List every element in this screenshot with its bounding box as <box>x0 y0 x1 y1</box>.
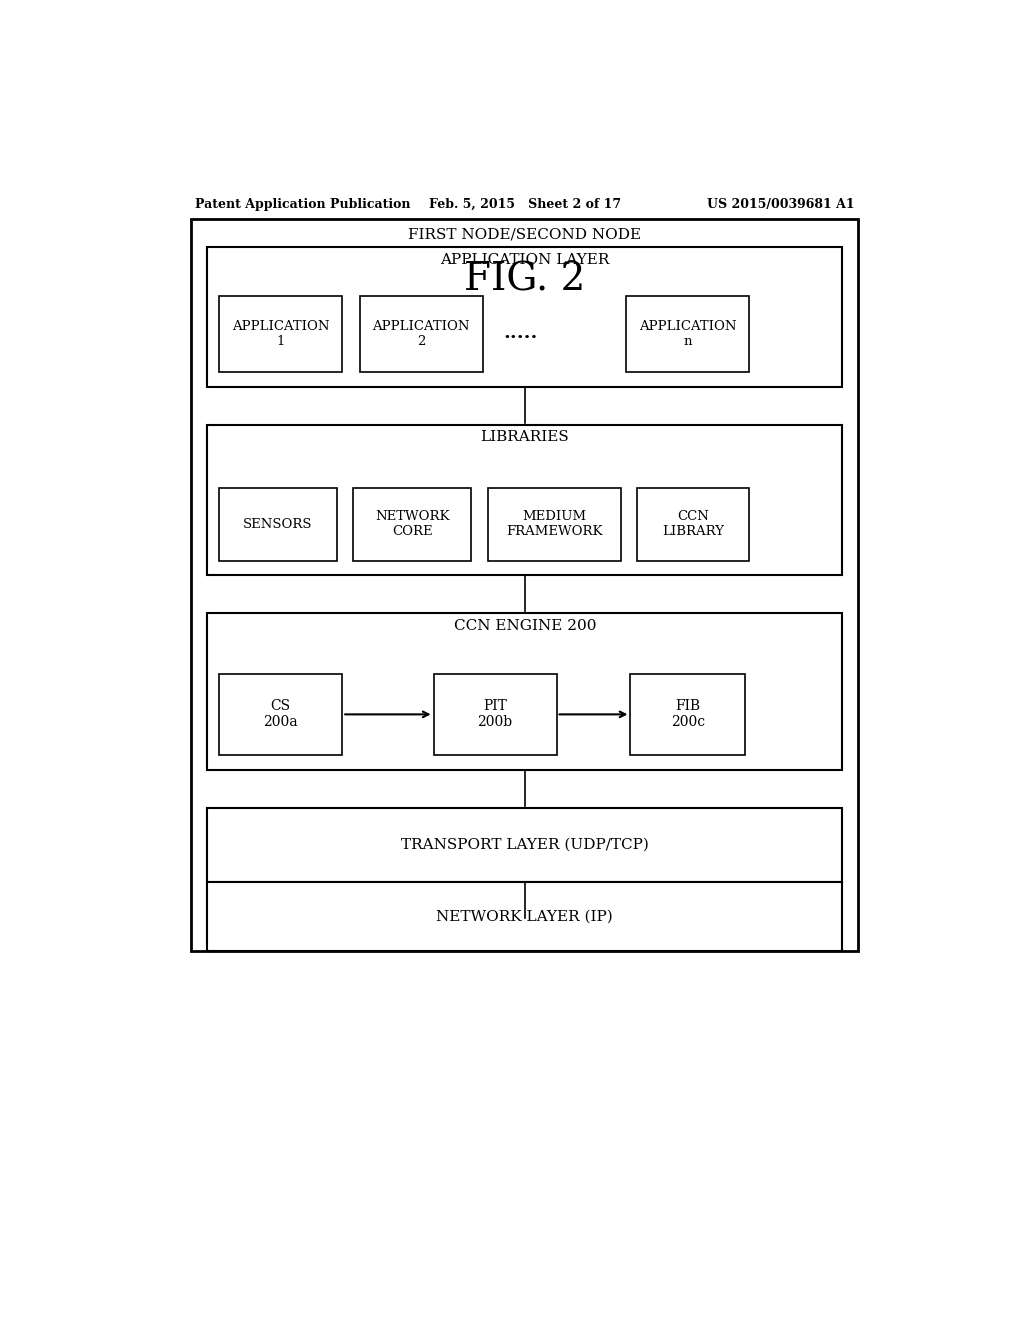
FancyBboxPatch shape <box>219 296 342 372</box>
Text: CCN
LIBRARY: CCN LIBRARY <box>663 511 724 539</box>
Text: Feb. 5, 2015   Sheet 2 of 17: Feb. 5, 2015 Sheet 2 of 17 <box>429 198 621 211</box>
FancyBboxPatch shape <box>207 882 842 952</box>
Text: FIG. 2: FIG. 2 <box>464 261 586 298</box>
FancyBboxPatch shape <box>487 487 621 561</box>
Text: Patent Application Publication: Patent Application Publication <box>196 198 411 211</box>
Text: CCN ENGINE 200: CCN ENGINE 200 <box>454 619 596 634</box>
Text: LIBRARIES: LIBRARIES <box>480 430 569 444</box>
Text: APPLICATION LAYER: APPLICATION LAYER <box>440 253 609 267</box>
Text: MEDIUM
FRAMEWORK: MEDIUM FRAMEWORK <box>506 511 602 539</box>
Text: APPLICATION
2: APPLICATION 2 <box>373 319 470 347</box>
FancyBboxPatch shape <box>353 487 471 561</box>
Text: NETWORK
CORE: NETWORK CORE <box>375 511 450 539</box>
Text: FIRST NODE/SECOND NODE: FIRST NODE/SECOND NODE <box>409 227 641 242</box>
Text: TRANSPORT LAYER (UDP/TCP): TRANSPORT LAYER (UDP/TCP) <box>400 838 649 851</box>
FancyBboxPatch shape <box>207 808 842 882</box>
Text: CS
200a: CS 200a <box>263 700 298 730</box>
FancyBboxPatch shape <box>638 487 749 561</box>
FancyBboxPatch shape <box>219 673 342 755</box>
Text: .....: ..... <box>504 325 538 342</box>
FancyBboxPatch shape <box>191 219 858 952</box>
Text: US 2015/0039681 A1: US 2015/0039681 A1 <box>707 198 854 211</box>
FancyBboxPatch shape <box>433 673 557 755</box>
Text: PIT
200b: PIT 200b <box>477 700 513 730</box>
FancyBboxPatch shape <box>207 247 842 387</box>
FancyBboxPatch shape <box>627 296 750 372</box>
Text: SENSORS: SENSORS <box>244 517 312 531</box>
Text: APPLICATION
n: APPLICATION n <box>639 319 736 347</box>
Text: NETWORK LAYER (IP): NETWORK LAYER (IP) <box>436 909 613 924</box>
FancyBboxPatch shape <box>207 425 842 576</box>
Text: APPLICATION
1: APPLICATION 1 <box>232 319 330 347</box>
FancyBboxPatch shape <box>631 673 745 755</box>
FancyBboxPatch shape <box>359 296 482 372</box>
FancyBboxPatch shape <box>207 612 842 771</box>
FancyBboxPatch shape <box>219 487 337 561</box>
Text: FIB
200c: FIB 200c <box>671 700 705 730</box>
